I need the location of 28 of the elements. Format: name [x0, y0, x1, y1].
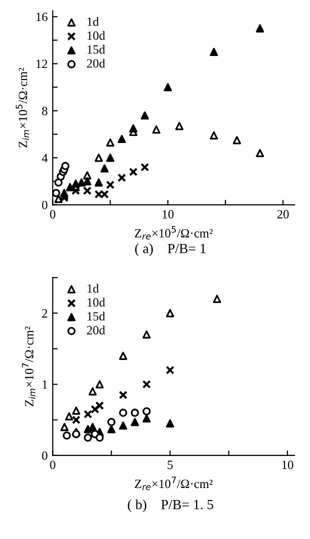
- y-tick-label: 2: [42, 309, 48, 318]
- x-tick-label: 5: [168, 460, 173, 470]
- legend-label: 10d: [88, 298, 106, 307]
- y-tick-label: 16: [36, 12, 48, 22]
- text: ( b) P/B= 1. 5: [128, 499, 214, 512]
- y-axis-title: Z$_{im}$×10$^{5}$/Ω·cm²: [16, 68, 30, 148]
- x-tick-label: 10: [162, 210, 174, 218]
- legend-label: 15d: [88, 312, 106, 321]
- legend-label: 20d: [87, 58, 106, 68]
- x-tick-label: 0: [50, 460, 56, 470]
- legend-label: 1d: [88, 284, 99, 293]
- y-tick-label: 8: [42, 106, 48, 116]
- y-tick-label: 12: [36, 60, 48, 68]
- y-tick-label: 0: [42, 451, 48, 460]
- legend-label: 20d: [87, 326, 106, 334]
- y-axis-title: Z$_{im}$×10$^{7}$/Ω·cm²: [22, 326, 36, 406]
- x-tick-label: 10: [282, 460, 294, 470]
- legend-label: 10d: [88, 31, 106, 40]
- x-tick-label: 20: [277, 210, 289, 218]
- x-tick-label: 0: [50, 210, 56, 218]
- legend-label: 1d: [88, 17, 99, 26]
- y-tick-label: 4: [42, 154, 48, 162]
- x-axis-title: Z$_{re}$×10$^{5}$/Ω·cm²: [134, 226, 213, 240]
- legend-label: 15d: [88, 44, 106, 54]
- y-tick-label: 0: [42, 200, 48, 210]
- text: ( a) P/B= 1: [135, 243, 206, 256]
- x-axis-title: Z$_{re}$×10$^{7}$/Ω·cm²: [134, 476, 213, 490]
- y-tick-label: 1: [42, 380, 48, 389]
